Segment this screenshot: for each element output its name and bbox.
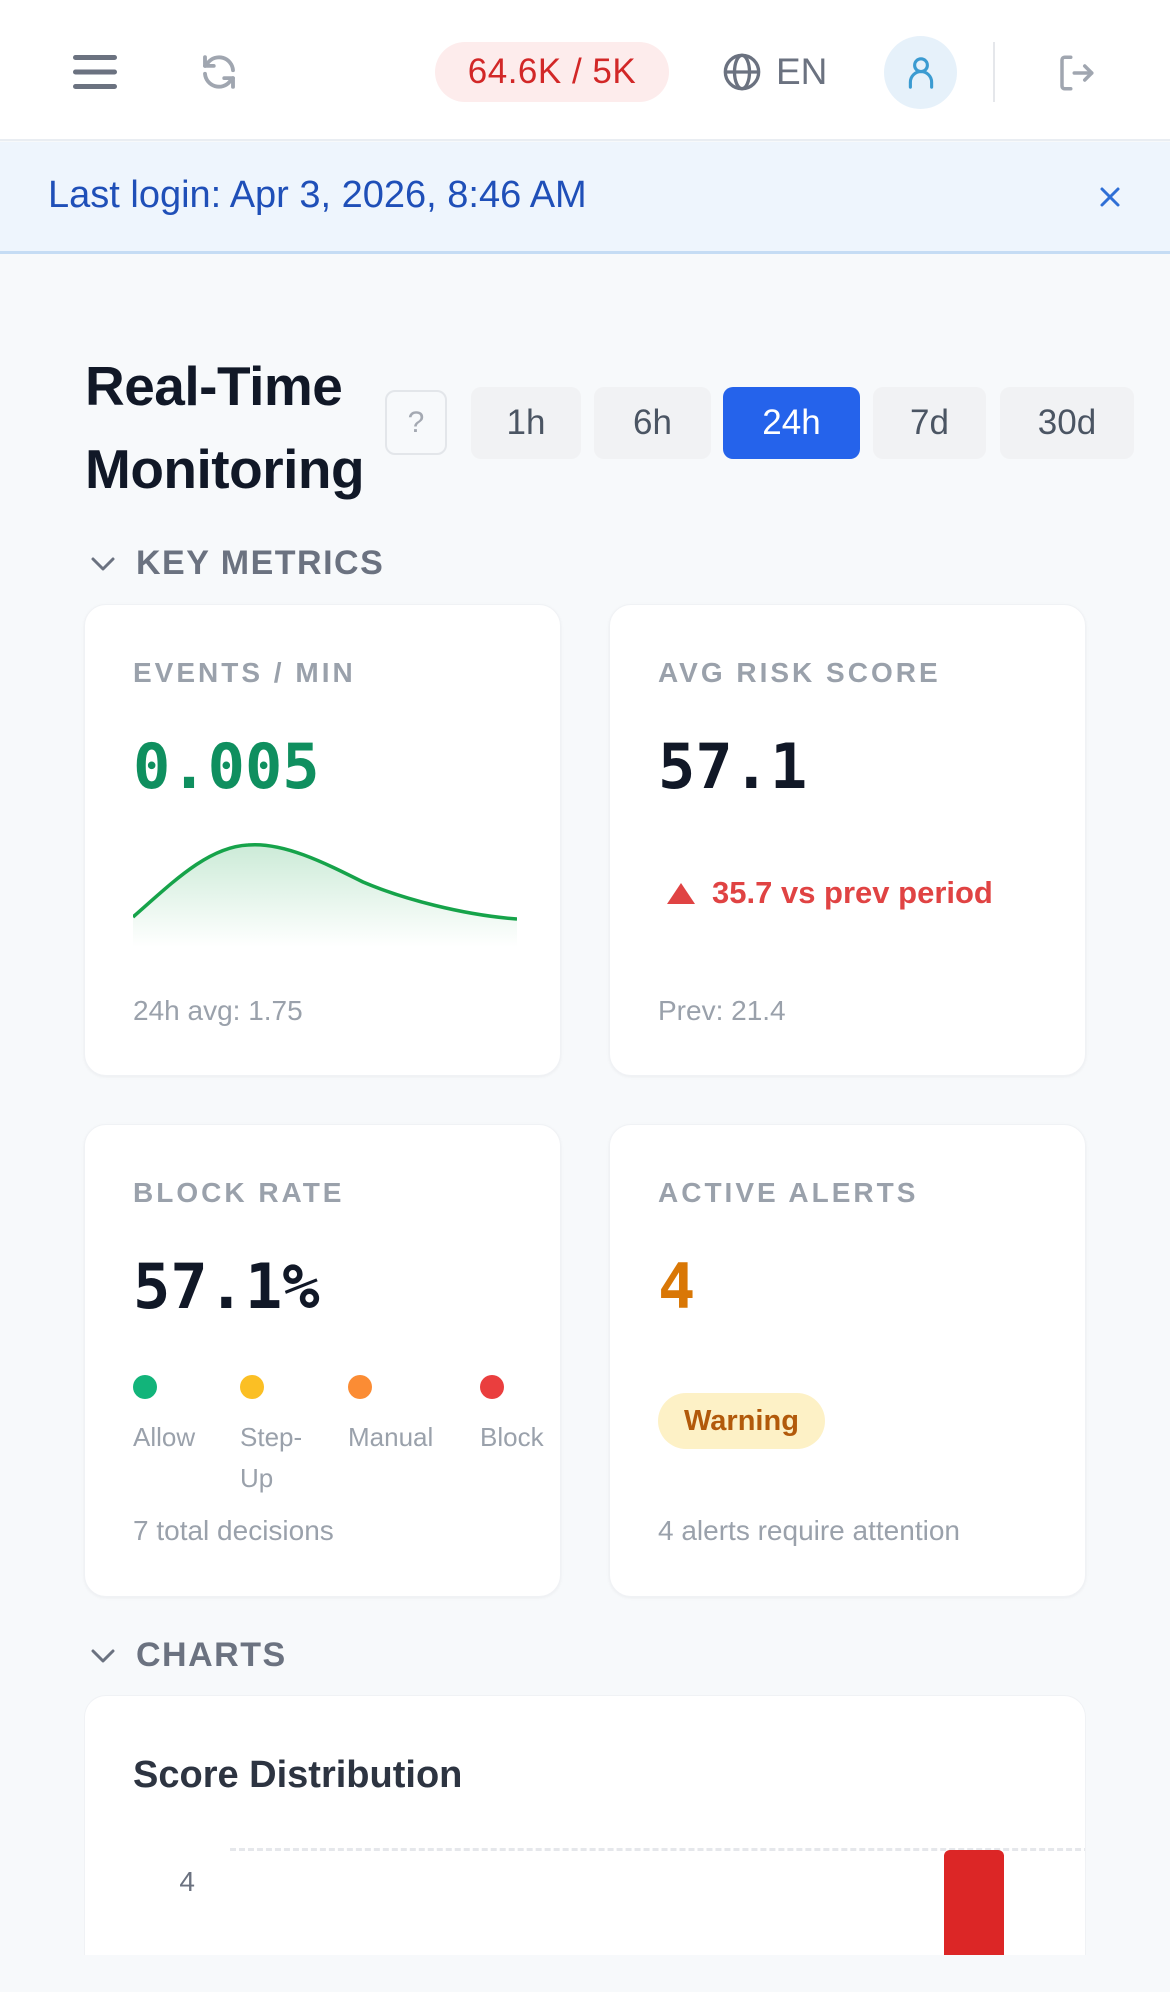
menu-button[interactable] [68, 45, 122, 99]
y-axis-tick: 4 [179, 1866, 195, 1897]
chart-bar[interactable] [944, 1850, 1004, 1955]
refresh-icon [203, 55, 235, 89]
risk-label: AVG RISK SCORE [658, 657, 941, 688]
page-title: Real-Time Monitoring [85, 355, 365, 500]
chart-gridline [230, 1848, 1085, 1851]
risk-trend: 35.7 vs prev period [666, 875, 993, 911]
block-rate-footer: 7 total decisions [133, 1515, 334, 1546]
range-7d-button[interactable]: 7d [873, 387, 986, 459]
range-1h-button[interactable]: 1h [471, 387, 581, 459]
user-icon [908, 56, 933, 89]
language-selector[interactable]: EN [722, 44, 827, 100]
close-icon [1100, 187, 1120, 207]
help-button[interactable]: ? [385, 390, 447, 455]
risk-footer: Prev: 21.4 [658, 995, 786, 1026]
range-6h-button[interactable]: 6h [594, 387, 711, 459]
chart-title: Score Distribution [133, 1754, 463, 1796]
alerts-footer: 4 alerts require attention [658, 1515, 960, 1546]
risk-value: 57.1 [658, 730, 808, 803]
key-metrics-heading: KEY METRICS [136, 544, 385, 582]
events-per-min-card: EVENTS / MIN 0.005 24h avg: 1.75 [84, 604, 561, 1076]
events-label: EVENTS / MIN [133, 657, 356, 688]
close-banner-button[interactable] [1090, 172, 1130, 222]
risk-trend-text: 35.7 vs prev period [712, 875, 993, 910]
events-footer: 24h avg: 1.75 [133, 995, 303, 1026]
refresh-button[interactable] [192, 45, 246, 99]
events-sparkline [133, 842, 517, 947]
key-metrics-toggle[interactable]: KEY METRICS [88, 544, 384, 583]
logout-icon [1060, 55, 1094, 91]
alerts-value: 4 [658, 1250, 696, 1323]
last-login-text: Last login: Apr 3, 2026, 8:46 AM [48, 174, 587, 216]
avg-risk-score-card: AVG RISK SCORE 57.1 35.7 vs prev period … [609, 604, 1086, 1076]
alerts-label: ACTIVE ALERTS [658, 1177, 919, 1208]
last-login-banner: Last login: Apr 3, 2026, 8:46 AM [0, 142, 1170, 254]
user-avatar-button[interactable] [884, 36, 957, 109]
language-label: EN [776, 51, 828, 92]
range-30d-button[interactable]: 30d [1000, 387, 1134, 459]
manual-dot-icon [348, 1375, 372, 1399]
block-rate-label: BLOCK RATE [133, 1177, 345, 1208]
hamburger-icon [73, 55, 117, 89]
chevron-down-icon [91, 557, 115, 570]
legend-block: Block [480, 1375, 544, 1458]
header-divider [993, 42, 995, 102]
block-rate-value: 57.1% [133, 1250, 320, 1323]
charts-toggle[interactable]: CHARTS [88, 1636, 287, 1675]
allow-dot-icon [133, 1375, 157, 1399]
triangle-up-icon [667, 883, 695, 904]
globe-icon [723, 53, 761, 91]
warning-badge: Warning [658, 1393, 825, 1449]
step-up-dot-icon [240, 1375, 264, 1399]
legend-allow: Allow [133, 1375, 195, 1458]
block-rate-card: BLOCK RATE 57.1% Allow Step-Up Manual Bl… [84, 1124, 561, 1597]
range-24h-button[interactable]: 24h [723, 387, 860, 459]
usage-quota-badge: 64.6K / 5K [435, 42, 669, 102]
legend-step-up: Step-Up [240, 1375, 320, 1499]
chevron-down-icon [91, 1649, 115, 1662]
block-dot-icon [480, 1375, 504, 1399]
events-value: 0.005 [133, 730, 320, 803]
top-header: 64.6K / 5K EN [0, 0, 1170, 141]
score-distribution-card: Score Distribution 4 [84, 1695, 1086, 1955]
logout-button[interactable] [1048, 45, 1104, 101]
charts-heading: CHARTS [136, 1636, 287, 1674]
legend-manual: Manual [348, 1375, 433, 1458]
decision-legend: Allow Step-Up Manual Block [133, 1375, 563, 1495]
active-alerts-card: ACTIVE ALERTS 4 Warning 4 alerts require… [609, 1124, 1086, 1597]
